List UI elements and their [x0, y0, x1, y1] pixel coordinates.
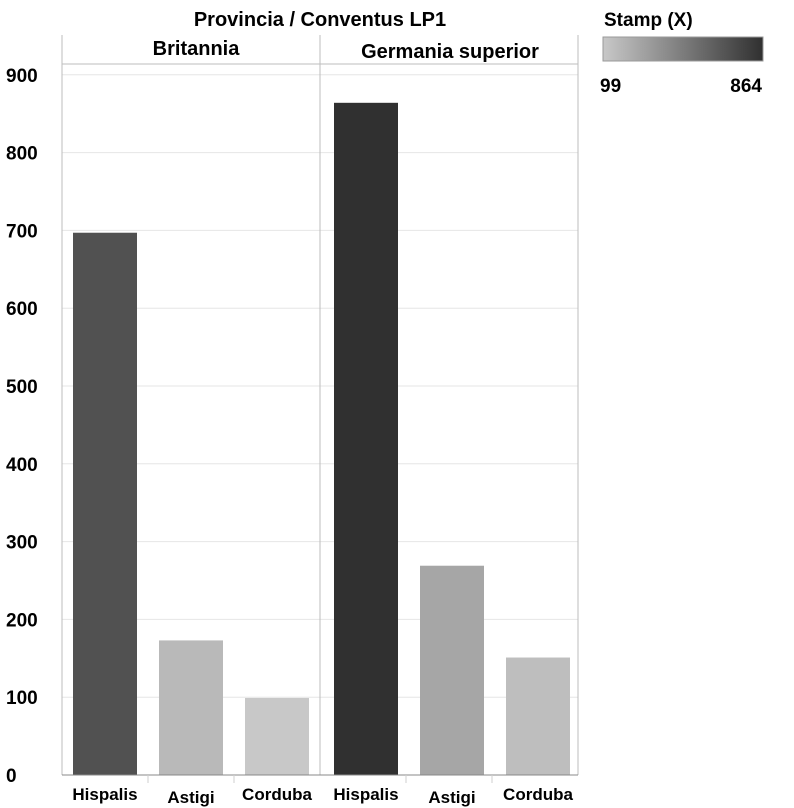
y-tick-label: 800: [6, 144, 38, 165]
bar-germania-superior-hispalis: [334, 102, 398, 776]
y-tick-label: 100: [6, 688, 38, 709]
y-tick-label: 0: [6, 766, 17, 787]
bar-germania-superior-corduba: [506, 657, 570, 775]
y-axis-ticks: 0 100 200 300 400 500 600 700 800 900: [6, 66, 38, 787]
panel-header-britannia: Britannia: [153, 38, 241, 60]
x-category-label: Corduba: [242, 785, 312, 804]
x-axis-labels: Hispalis Astigi Corduba Hispalis Astigi Cordu…: [72, 775, 573, 807]
legend-color-ramp: [602, 36, 764, 62]
panel-header-germania-superior: Germania superior: [361, 41, 539, 63]
x-category-label: Hispalis: [333, 785, 398, 804]
bars: [73, 102, 570, 776]
bar-germania-superior-astigi: [420, 565, 484, 775]
y-tick-label: 600: [6, 299, 38, 320]
x-category-label: Corduba: [503, 785, 573, 804]
legend-min-label: 99: [600, 76, 621, 97]
axes: [61, 35, 579, 776]
y-tick-label: 400: [6, 455, 38, 476]
x-category-label: Astigi: [428, 788, 475, 807]
bar-britannia-hispalis: [73, 232, 137, 775]
bar-britannia-astigi: [159, 640, 223, 775]
y-tick-label: 900: [6, 66, 38, 87]
y-tick-label: 700: [6, 221, 38, 242]
y-tick-label: 200: [6, 610, 38, 631]
x-category-label: Hispalis: [72, 785, 137, 804]
y-tick-label: 300: [6, 533, 38, 554]
legend-max-label: 864: [730, 76, 762, 97]
x-category-label: Astigi: [167, 788, 214, 807]
bar-britannia-corduba: [245, 697, 309, 775]
legend-title: Stamp (X): [604, 10, 693, 31]
chart-title: Provincia / Conventus LP1: [194, 9, 446, 31]
y-tick-label: 500: [6, 377, 38, 398]
